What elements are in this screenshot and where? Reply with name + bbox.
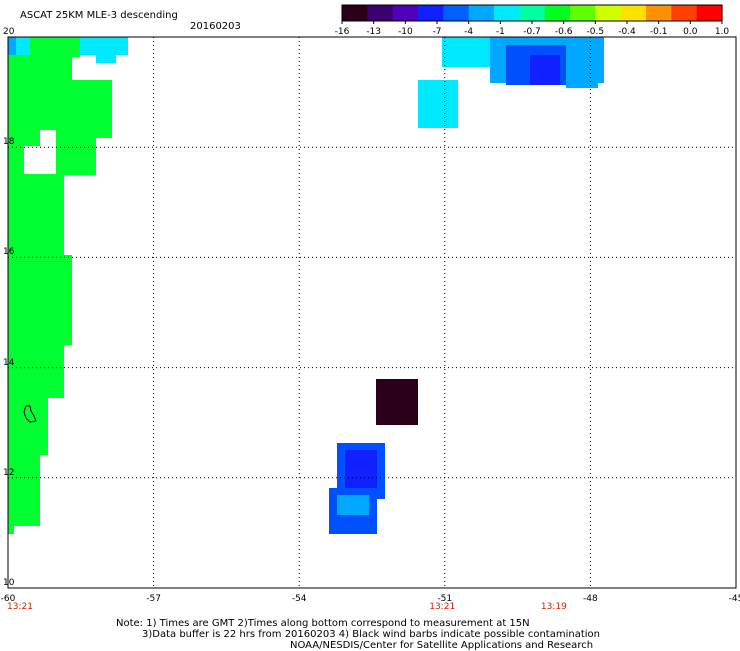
longitude-label: -48 bbox=[583, 594, 598, 604]
swath-time-label: 13:21 bbox=[7, 602, 33, 612]
wind-cell bbox=[8, 170, 64, 260]
wind-cell bbox=[345, 450, 377, 488]
colorbar-segment bbox=[443, 5, 470, 21]
map-frame bbox=[7, 36, 737, 589]
footer-note-line2: 3)Data buffer is 22 hrs from 20160203 4)… bbox=[142, 629, 600, 640]
colorbar-segment bbox=[620, 5, 647, 21]
latitude-label: 18 bbox=[3, 137, 15, 148]
wind-data-swaths bbox=[8, 37, 604, 534]
wind-cell bbox=[337, 495, 369, 515]
colorbar-segment bbox=[494, 5, 520, 21]
wind-cell bbox=[8, 80, 112, 138]
missing-data-gap bbox=[40, 130, 56, 148]
wind-cell bbox=[418, 80, 458, 128]
swath-time-label: 13:19 bbox=[540, 602, 567, 612]
longitude-label: -60 bbox=[0, 594, 16, 604]
colorbar-segment bbox=[646, 5, 672, 21]
colorbar-segment bbox=[671, 5, 698, 21]
colorbar-label: -4 bbox=[464, 27, 474, 37]
colorbar-label: -7 bbox=[432, 27, 442, 37]
colorbar-label: 0.0 bbox=[683, 27, 698, 37]
colorbar-label: -0.7 bbox=[523, 27, 541, 37]
map-title: ASCAT 25KM MLE-3 descending bbox=[20, 10, 178, 21]
wind-cell bbox=[96, 55, 116, 63]
wind-cell bbox=[376, 379, 418, 425]
map-date: 20160203 bbox=[190, 21, 241, 32]
colorbar-label: -13 bbox=[366, 27, 381, 37]
colorbar bbox=[341, 4, 723, 24]
wind-cell bbox=[80, 37, 128, 55]
longitude-label: -45 bbox=[728, 594, 740, 604]
longitude-label: -57 bbox=[146, 594, 161, 604]
wind-cell bbox=[16, 37, 30, 55]
colorbar-segment bbox=[595, 5, 622, 21]
wind-cell bbox=[8, 450, 40, 526]
footer-note-line1: Note: 1) Times are GMT 2)Times along bot… bbox=[116, 618, 530, 629]
latitude-label: 20 bbox=[3, 27, 15, 37]
footer-credit: NOAA/NESDIS/Center for Satellite Applica… bbox=[290, 640, 594, 651]
colorbar-segment bbox=[544, 5, 571, 21]
colorbar-segment bbox=[570, 5, 596, 21]
colorbar-label: -16 bbox=[334, 27, 350, 37]
colorbar-segment bbox=[392, 5, 419, 21]
wind-cell bbox=[530, 55, 560, 85]
wind-cell bbox=[8, 255, 72, 345]
wind-cell bbox=[8, 520, 14, 534]
latitude-label: 12 bbox=[3, 467, 15, 478]
colorbar-label: -1 bbox=[495, 27, 505, 37]
swath-time-label: 13:21 bbox=[429, 602, 456, 612]
latitude-label: 10 bbox=[3, 578, 15, 588]
colorbar-segment bbox=[367, 5, 394, 21]
colorbar-label: -0.1 bbox=[649, 27, 668, 37]
colorbar-label: 1.0 bbox=[714, 27, 730, 37]
colorbar-segment bbox=[696, 5, 723, 21]
colorbar-segment bbox=[468, 5, 495, 21]
colorbar-label: -0.6 bbox=[554, 27, 573, 37]
missing-data-gap bbox=[24, 146, 56, 174]
colorbar-segment bbox=[519, 5, 546, 21]
wind-cell bbox=[8, 340, 64, 398]
wind-cell bbox=[566, 60, 598, 88]
longitude-label: -51 bbox=[437, 594, 453, 604]
colorbar-segment bbox=[418, 5, 444, 21]
colorbar-label: -0.4 bbox=[618, 27, 636, 37]
latitude-label: 16 bbox=[3, 247, 15, 258]
colorbar-label: -0.5 bbox=[586, 27, 605, 37]
wind-cell bbox=[8, 395, 48, 455]
latitude-label: 14 bbox=[3, 357, 15, 368]
colorbar-segment bbox=[342, 5, 368, 21]
wind-cell bbox=[30, 37, 80, 57]
coastline-island bbox=[23, 405, 37, 423]
colorbar-label: -10 bbox=[397, 27, 413, 37]
longitude-label: -54 bbox=[291, 594, 307, 604]
barbados-island-outline bbox=[23, 405, 37, 423]
